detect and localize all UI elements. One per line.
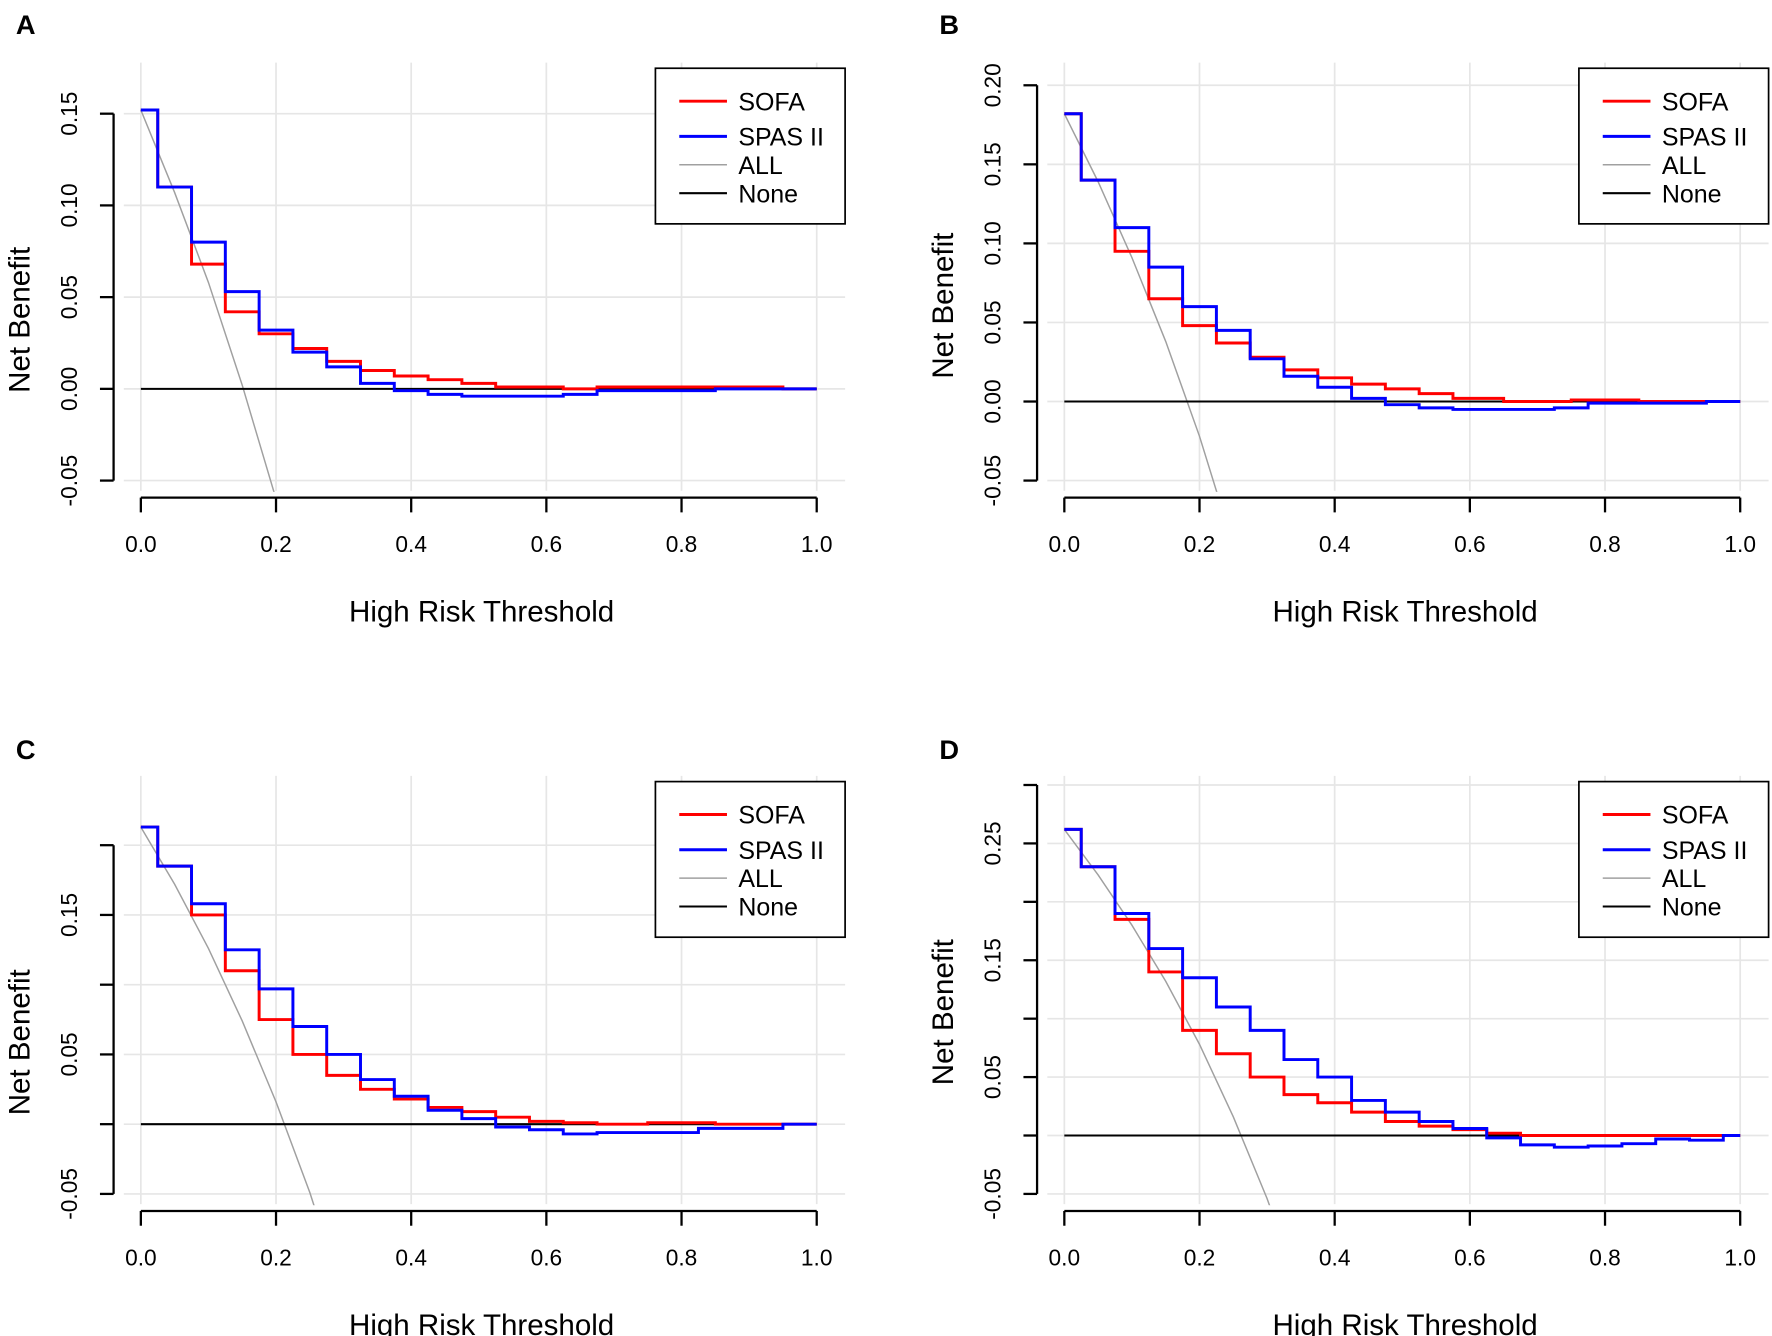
x-tick-label: 1.0	[1724, 1244, 1756, 1270]
y-tick-label: -0.05	[980, 1168, 1006, 1220]
y-axis-label: Net Benefit	[927, 939, 960, 1085]
x-tick-label: 0.6	[1454, 531, 1486, 557]
legend-box	[654, 780, 846, 939]
legend-label: SPAS II	[738, 123, 824, 151]
x-tick-label: 0.0	[1049, 531, 1081, 557]
y-tick-label: 0.05	[980, 300, 1006, 344]
series-line-spas-ii	[1064, 827, 1741, 1149]
x-tick-label: 0.2	[1184, 1244, 1216, 1270]
panel-d: D -0.05 0.05 0.15 0.25 0.0 0.2 0.4 0.6 0.8 1.0 High…	[927, 734, 1770, 1336]
x-tick-label: 0.4	[1319, 1244, 1351, 1270]
y-tick-label: 0.20	[980, 63, 1006, 107]
y-tick-label: 0.00	[980, 379, 1006, 423]
panel-label: D	[939, 734, 959, 765]
legend-label: SOFA	[738, 802, 805, 830]
legend-label: SOFA	[1662, 88, 1729, 116]
y-tick-label: 0.10	[56, 183, 82, 227]
series-line-spas-ii	[140, 825, 817, 1136]
x-tick-label: 0.0	[125, 531, 157, 557]
x-tick-label: 1.0	[801, 1244, 833, 1270]
y-tick-label: 0.10	[980, 221, 1006, 265]
series-group	[140, 825, 817, 1206]
series-line-spas-ii	[1064, 112, 1741, 411]
x-tick-label: 0.4	[395, 531, 427, 557]
x-tick-label: 0.0	[1049, 1244, 1081, 1270]
x-tick-label: 0.0	[125, 1244, 157, 1270]
x-tick-label: 0.2	[1184, 531, 1216, 557]
y-tick-label: 0.15	[56, 92, 82, 136]
y-axis-label: Net Benefit	[927, 233, 960, 379]
x-tick-label: 0.6	[531, 1244, 563, 1270]
x-axis-label: High Risk Threshold	[349, 595, 614, 628]
panel-b: B -0.05 0.00 0.05 0.10 0.15 0.20 0.0 0.2 0.4 0.6 0.…	[927, 9, 1770, 628]
legend-label: None	[1662, 180, 1722, 208]
panel-c: C -0.05 0.05 0.15 0.0 0.2 0.4 0.6 0.8 1.0 High Ris…	[4, 734, 846, 1336]
x-tick-label: 0.6	[1454, 1244, 1486, 1270]
y-tick-label: -0.05	[56, 1168, 82, 1220]
series-line-sofa	[1064, 112, 1741, 403]
legend-label: ALL	[738, 865, 783, 893]
legend-box	[1578, 67, 1770, 225]
y-tick-label: 0.05	[56, 1032, 82, 1076]
legend-label: SOFA	[1662, 802, 1729, 830]
x-tick-label: 0.8	[1589, 531, 1621, 557]
y-tick-label: 0.15	[980, 938, 1006, 982]
series-line-sofa	[140, 108, 817, 391]
series-line-spas-ii	[140, 108, 817, 398]
y-tick-label: 0.00	[56, 367, 82, 411]
x-tick-label: 0.2	[260, 531, 292, 557]
x-tick-label: 0.6	[531, 531, 563, 557]
legend-label: None	[738, 180, 798, 208]
x-tick-label: 0.8	[666, 531, 698, 557]
legend-box	[1578, 780, 1770, 939]
x-tick-label: 0.2	[260, 1244, 292, 1270]
y-axis-label: Net Benefit	[4, 247, 37, 393]
legend-label: SPAS II	[738, 837, 824, 865]
x-axis-label: High Risk Threshold	[1272, 595, 1537, 628]
x-axis-label: High Risk Threshold	[1272, 1309, 1537, 1336]
legend-label: ALL	[1662, 152, 1707, 180]
x-axis-label: High Risk Threshold	[349, 1309, 614, 1336]
panel-label: C	[16, 734, 36, 765]
panel-a: A -0.05 0.00 0.05 0.10 0.15 0.0 0.2 0.4 0.6 0.8 1.0…	[4, 9, 846, 628]
legend-label: ALL	[1662, 865, 1707, 893]
x-tick-label: 1.0	[1724, 531, 1756, 557]
x-tick-label: 0.4	[1319, 531, 1351, 557]
y-tick-label: 0.05	[56, 275, 82, 319]
legend-label: None	[738, 894, 798, 922]
panel-label: B	[939, 9, 959, 40]
y-tick-label: 0.05	[980, 1055, 1006, 1099]
x-tick-label: 0.4	[395, 1244, 427, 1270]
legend-label: SPAS II	[1662, 123, 1748, 151]
y-tick-label: -0.05	[980, 455, 1006, 507]
series-group	[1063, 827, 1741, 1206]
panel-label: A	[16, 9, 36, 40]
legend-label: SPAS II	[1662, 837, 1748, 865]
series-group	[1063, 112, 1741, 492]
series-group	[140, 108, 817, 492]
series-line-all	[140, 826, 315, 1206]
y-axis-label: Net Benefit	[4, 969, 37, 1115]
x-tick-label: 1.0	[801, 531, 833, 557]
y-tick-label: -0.05	[56, 455, 82, 507]
legend-box	[654, 67, 846, 225]
legend-label: ALL	[738, 152, 783, 180]
x-tick-label: 0.8	[666, 1244, 698, 1270]
series-line-sofa	[1064, 827, 1741, 1137]
y-tick-label: 0.15	[980, 142, 1006, 186]
y-tick-label: 0.25	[980, 821, 1006, 865]
series-line-all	[1063, 828, 1271, 1206]
x-tick-label: 0.8	[1589, 1244, 1621, 1270]
y-tick-label: 0.15	[56, 893, 82, 937]
legend-label: SOFA	[738, 88, 805, 116]
series-line-all	[140, 109, 275, 492]
legend-label: None	[1662, 894, 1722, 922]
